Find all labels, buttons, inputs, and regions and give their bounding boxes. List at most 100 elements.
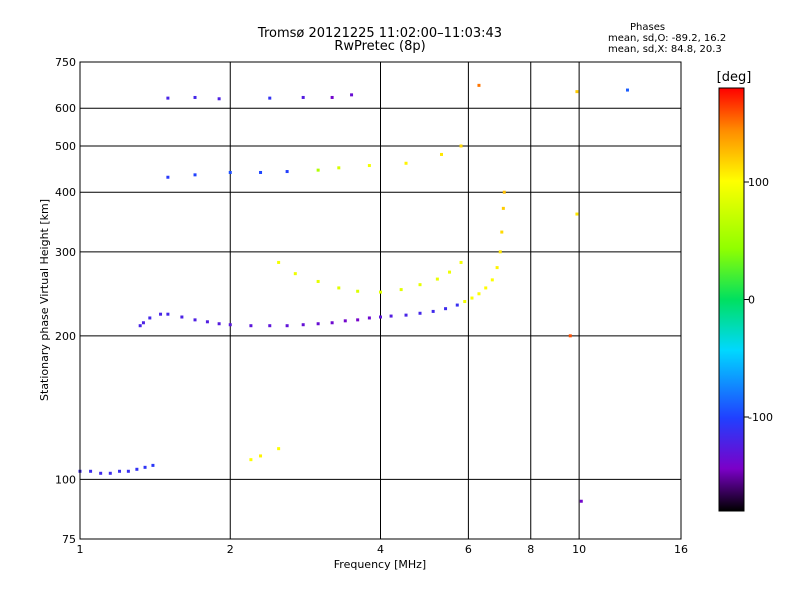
chart-title: Tromsø 20121225 11:02:00–11:03:43 bbox=[257, 26, 503, 41]
data-point bbox=[330, 95, 334, 99]
data-point bbox=[568, 334, 572, 338]
data-point bbox=[193, 173, 197, 177]
data-point bbox=[379, 315, 382, 319]
data-point bbox=[316, 279, 320, 283]
data-point bbox=[399, 288, 403, 292]
data-point bbox=[166, 312, 170, 316]
data-point bbox=[301, 95, 305, 99]
data-point bbox=[180, 315, 184, 319]
data-point bbox=[151, 463, 155, 467]
data-point bbox=[228, 170, 232, 174]
data-point bbox=[337, 166, 341, 170]
data-point bbox=[143, 465, 147, 469]
data-point bbox=[259, 454, 263, 458]
data-point bbox=[99, 471, 103, 475]
data-point bbox=[228, 323, 232, 327]
data-point bbox=[293, 272, 297, 276]
data-point bbox=[440, 152, 444, 156]
data-point bbox=[316, 168, 320, 172]
data-point bbox=[249, 458, 253, 462]
data-point bbox=[356, 289, 360, 293]
grid bbox=[80, 62, 681, 539]
y-tick-label: 200 bbox=[55, 330, 76, 343]
data-point bbox=[108, 471, 112, 475]
data-point bbox=[431, 309, 435, 313]
data-point bbox=[367, 316, 371, 320]
data-point bbox=[138, 324, 142, 328]
data-point bbox=[268, 324, 272, 328]
y-axis-label: Stationary phase Virtual Height [km] bbox=[38, 199, 51, 401]
x-tick-label: 16 bbox=[674, 543, 688, 556]
data-point bbox=[579, 499, 583, 503]
colorbar-tick-label: -100 bbox=[748, 411, 773, 424]
colorbar-label: [deg] bbox=[717, 70, 752, 85]
plot-frame bbox=[79, 61, 682, 540]
data-point bbox=[490, 278, 494, 282]
y-tick-label: 300 bbox=[55, 246, 76, 259]
x-axis-ticks: 1 2 4 6 8 10 16 bbox=[77, 543, 689, 556]
data-point bbox=[389, 314, 393, 318]
data-point bbox=[193, 318, 197, 322]
data-point bbox=[495, 266, 499, 270]
data-point bbox=[259, 170, 263, 174]
data-point bbox=[444, 307, 448, 311]
data-point bbox=[217, 322, 221, 326]
data-point bbox=[500, 230, 504, 234]
colorbar-ticks: 100 0 -100 bbox=[744, 176, 773, 424]
data-point bbox=[498, 250, 502, 254]
data-point bbox=[135, 467, 139, 471]
x-axis-label: Frequency [MHz] bbox=[334, 558, 426, 571]
data-point bbox=[205, 320, 209, 324]
y-axis-ticks: 75 100 200 300 400 500 600 750 bbox=[55, 56, 76, 546]
data-point bbox=[193, 95, 197, 99]
colorbar bbox=[718, 87, 745, 512]
data-point bbox=[166, 175, 170, 179]
chart-subtitle: RwPretec (8p) bbox=[334, 39, 426, 54]
data-point bbox=[356, 318, 360, 322]
x-tick-label: 10 bbox=[572, 543, 586, 556]
x-tick-label: 6 bbox=[465, 543, 472, 556]
data-point bbox=[470, 296, 474, 300]
data-point bbox=[477, 292, 481, 296]
y-tick-label: 400 bbox=[55, 186, 76, 199]
data-point bbox=[337, 286, 341, 290]
data-point bbox=[418, 311, 422, 315]
data-point bbox=[330, 321, 334, 325]
data-point bbox=[148, 316, 152, 320]
data-point bbox=[343, 319, 347, 323]
data-point bbox=[463, 300, 467, 304]
data-point bbox=[484, 286, 488, 290]
data-point bbox=[575, 90, 579, 94]
y-tick-label: 100 bbox=[55, 473, 76, 486]
data-point bbox=[268, 96, 272, 100]
data-point bbox=[435, 277, 439, 281]
data-point bbox=[249, 324, 253, 328]
data-point bbox=[301, 323, 305, 327]
data-point bbox=[367, 164, 371, 168]
data-point bbox=[89, 469, 93, 473]
data-point bbox=[477, 83, 481, 87]
data-point bbox=[118, 469, 122, 473]
data-point bbox=[141, 321, 145, 325]
data-point bbox=[217, 97, 221, 101]
data-point bbox=[404, 313, 408, 317]
phases-mean-o: mean, sd,O: -89.2, 16.2 bbox=[608, 33, 727, 44]
y-tick-label: 750 bbox=[55, 56, 76, 69]
data-point bbox=[379, 290, 382, 294]
data-point bbox=[418, 283, 422, 287]
data-points bbox=[78, 83, 629, 503]
x-tick-label: 8 bbox=[527, 543, 534, 556]
y-tick-label: 600 bbox=[55, 102, 76, 115]
data-point bbox=[159, 312, 163, 316]
data-point bbox=[277, 447, 281, 451]
x-tick-label: 2 bbox=[227, 543, 234, 556]
data-point bbox=[126, 469, 130, 473]
data-point bbox=[459, 144, 463, 148]
data-point bbox=[448, 270, 452, 274]
data-point bbox=[166, 96, 170, 100]
data-point bbox=[285, 170, 289, 174]
x-tick-label: 1 bbox=[77, 543, 84, 556]
colorbar-tick-label: 0 bbox=[748, 294, 755, 307]
y-tick-label: 75 bbox=[62, 533, 76, 546]
